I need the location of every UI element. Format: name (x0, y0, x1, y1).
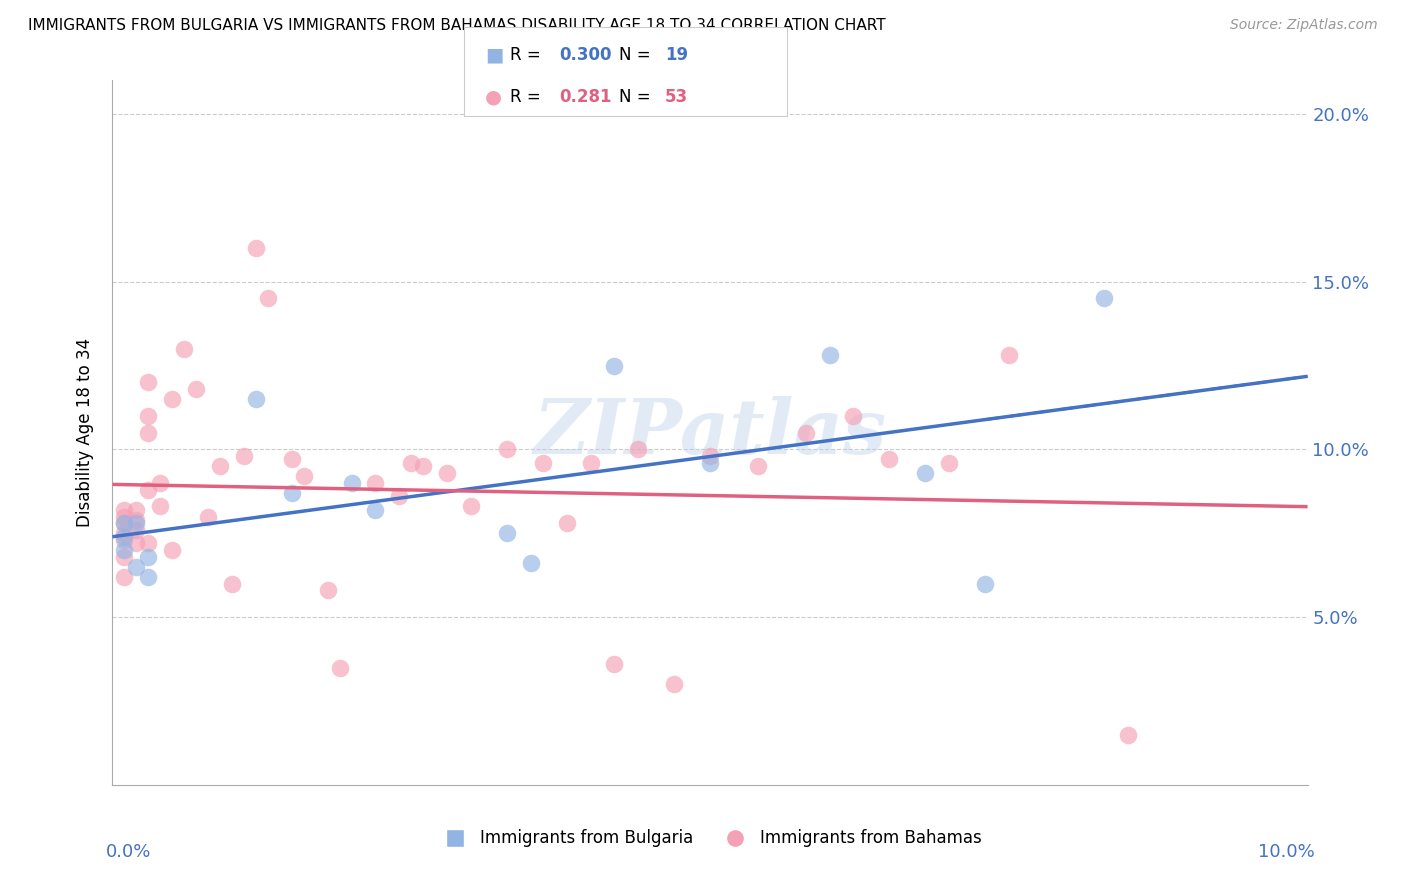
Point (281, 452, 304, 467)
Point (281, 486, 304, 500)
Point (221, 576, 243, 591)
Point (531, 456, 554, 470)
Point (364, 475, 387, 490)
Legend: Immigrants from Bulgaria, Immigrants from Bahamas: Immigrants from Bulgaria, Immigrants fro… (432, 822, 988, 855)
Text: N =: N = (619, 88, 655, 106)
Point (149, 475, 172, 490)
Point (340, 475, 363, 490)
Point (114, 570, 135, 584)
Point (114, 530, 135, 544)
Point (974, 576, 997, 591)
Point (329, 660, 352, 674)
Point (555, 516, 578, 531)
Point (842, 409, 865, 423)
Text: Source: ZipAtlas.com: Source: ZipAtlas.com (1230, 18, 1378, 32)
Point (138, 549, 160, 564)
Point (879, 452, 901, 467)
Point (138, 425, 160, 440)
Point (114, 533, 135, 547)
Point (138, 570, 160, 584)
Point (794, 425, 817, 440)
Point (233, 449, 256, 463)
Text: ■: ■ (485, 45, 503, 65)
Y-axis label: Disability Age 18 to 34: Disability Age 18 to 34 (76, 338, 94, 527)
Point (998, 348, 1021, 362)
Point (125, 513, 148, 527)
Text: ZIPatlas: ZIPatlas (533, 396, 887, 469)
Point (316, 583, 339, 598)
Point (125, 559, 148, 574)
Point (257, 292, 280, 306)
Point (138, 483, 160, 497)
Point (162, 543, 183, 558)
Text: 53: 53 (665, 88, 688, 106)
Point (520, 557, 543, 571)
Point (388, 489, 411, 503)
Point (162, 392, 183, 406)
Point (114, 516, 135, 531)
Point (364, 503, 387, 517)
Point (149, 500, 172, 514)
Point (114, 516, 135, 531)
Point (125, 523, 148, 537)
Point (1118, 728, 1140, 742)
Text: ●: ● (485, 87, 502, 106)
Point (186, 382, 208, 396)
Text: 0.281: 0.281 (560, 88, 612, 106)
Point (292, 469, 315, 483)
Point (401, 456, 423, 470)
Point (138, 376, 160, 390)
Text: 0.300: 0.300 (560, 46, 612, 64)
Point (914, 466, 936, 480)
Text: IMMIGRANTS FROM BULGARIA VS IMMIGRANTS FROM BAHAMAS DISABILITY AGE 18 TO 34 CORR: IMMIGRANTS FROM BULGARIA VS IMMIGRANTS F… (28, 18, 886, 33)
Point (699, 456, 721, 470)
Point (209, 459, 232, 474)
Point (496, 442, 519, 457)
Text: R =: R = (510, 46, 547, 64)
Text: 0.0%: 0.0% (105, 843, 150, 861)
Point (938, 456, 960, 470)
Point (245, 241, 267, 255)
Point (197, 509, 219, 524)
Point (114, 549, 135, 564)
Point (460, 500, 482, 514)
Point (138, 536, 160, 550)
Text: 10.0%: 10.0% (1258, 843, 1315, 861)
Point (173, 342, 195, 356)
Point (603, 359, 626, 373)
Point (125, 503, 148, 517)
Point (138, 409, 160, 423)
Point (1094, 292, 1116, 306)
Point (412, 459, 434, 474)
Text: N =: N = (619, 46, 655, 64)
Point (627, 442, 650, 457)
Point (579, 456, 602, 470)
Point (664, 677, 686, 691)
Point (699, 449, 721, 463)
Point (603, 657, 626, 672)
Point (114, 526, 135, 541)
Point (114, 503, 135, 517)
Point (496, 526, 519, 541)
Point (245, 392, 267, 406)
Point (818, 348, 841, 362)
Text: R =: R = (510, 88, 551, 106)
Point (747, 459, 769, 474)
Point (125, 536, 148, 550)
Point (114, 543, 135, 558)
Point (125, 516, 148, 531)
Text: 19: 19 (665, 46, 688, 64)
Point (114, 509, 135, 524)
Point (436, 466, 458, 480)
